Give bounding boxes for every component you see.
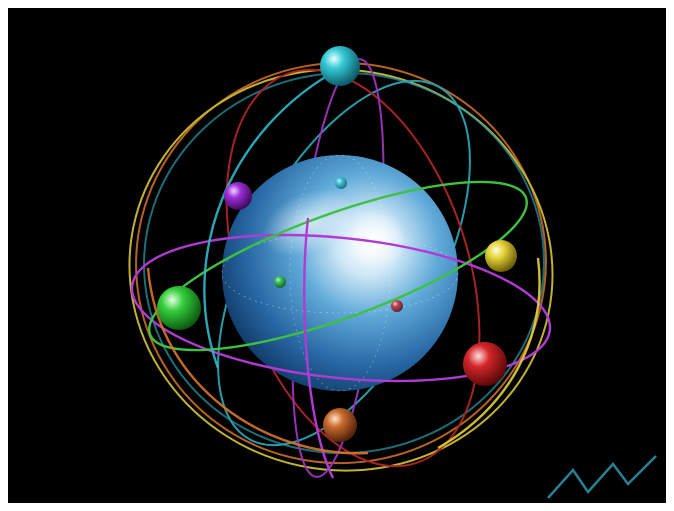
- satellite-cyan: [320, 46, 360, 86]
- orbit-purple-front-arc: [302, 217, 335, 479]
- orbit-cyan-front-arc: [203, 66, 342, 369]
- satellite-orange: [323, 408, 357, 442]
- satellite-red: [463, 342, 507, 386]
- orbit-orange-front-arc: [146, 267, 369, 455]
- orbit-rings-front: [130, 66, 552, 479]
- zigzag-icon: [547, 455, 657, 499]
- orbit-purple: [130, 233, 552, 383]
- inner-cyan-dot: [335, 177, 347, 189]
- atom-illustration: [128, 46, 657, 499]
- inner-green-dot: [274, 276, 286, 288]
- satellite-purple: [224, 182, 252, 210]
- core-sphere: [221, 154, 459, 392]
- satellite-green: [157, 286, 201, 330]
- orbit-yellow: [128, 68, 554, 472]
- satellites: [157, 46, 517, 442]
- inner-red-dot: [391, 300, 403, 312]
- satellite-yellow: [485, 240, 517, 272]
- orbit-green: [148, 180, 528, 352]
- orbit-yellow-front-arc: [437, 257, 541, 450]
- atom-image-frame: [8, 8, 666, 503]
